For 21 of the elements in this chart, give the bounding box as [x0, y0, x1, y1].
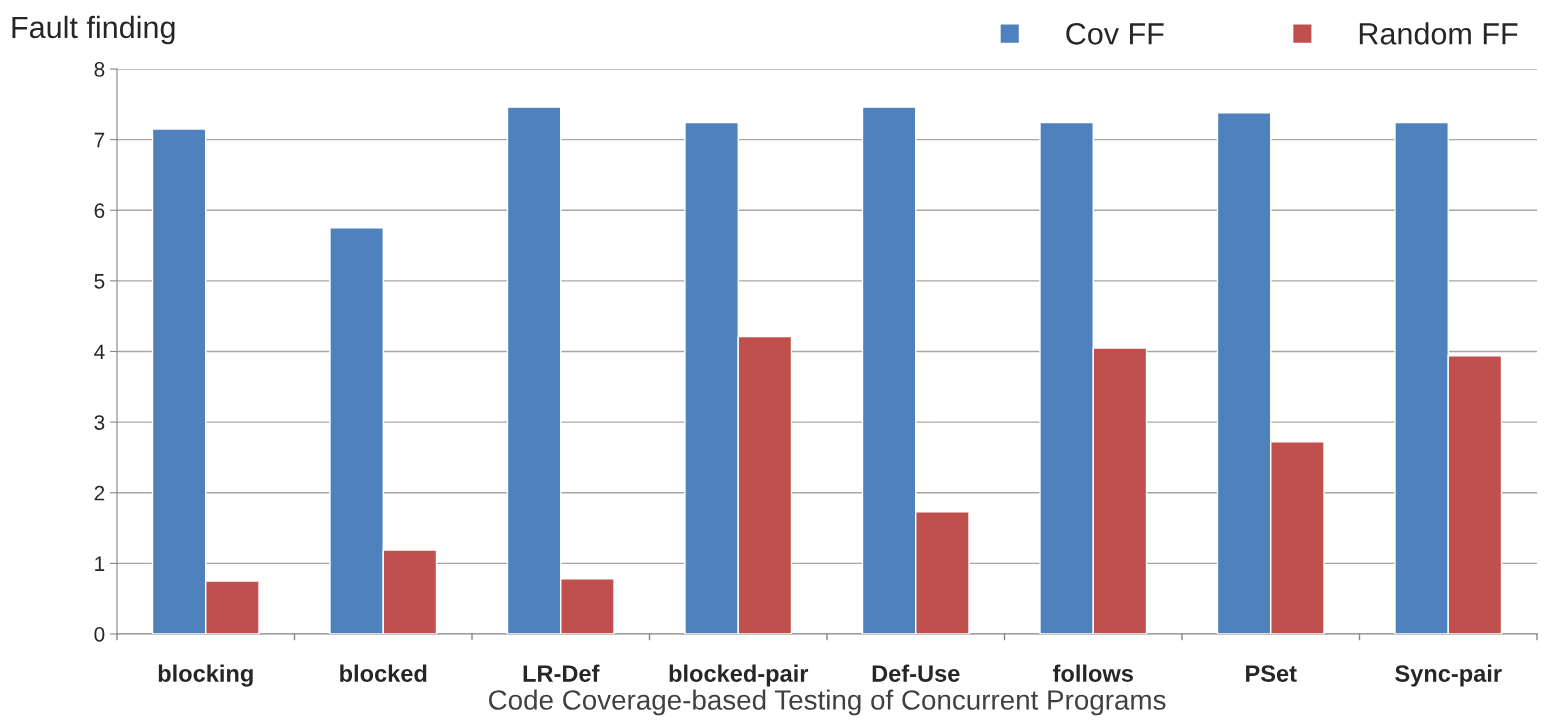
y-tick-label: 1: [95, 556, 105, 571]
x-tick-label: PSet: [1246, 665, 1297, 682]
y-tick-label: 6: [94, 203, 105, 218]
y-tick-label: 5: [94, 274, 105, 289]
y-tick-label: 8: [94, 62, 105, 77]
x-tick-label: blocked-pair: [669, 664, 809, 687]
legend-label: Random FF: [1359, 22, 1518, 45]
y-tick-label: 2: [94, 485, 105, 501]
x-tick-label: Sync-pair: [1395, 664, 1502, 687]
y-tick-label: 3: [94, 415, 105, 430]
legend-label: Cov FF: [1066, 22, 1164, 45]
x-tick-label: blocking: [158, 664, 253, 687]
x-tick-label: Def-Use: [872, 664, 960, 682]
y-tick-label: 4: [94, 344, 105, 360]
y-tick-label: 0: [94, 627, 105, 642]
y-axis-title: Fault finding: [12, 15, 175, 45]
x-tick-label: LR-Def: [523, 664, 600, 682]
y-tick-label: 7: [94, 132, 105, 148]
x-tick-label: blocked: [340, 664, 427, 682]
x-axis-title: Code Coverage-based Testing of Concurrent Programs: [489, 689, 1166, 716]
x-tick-label: follows: [1052, 664, 1133, 682]
